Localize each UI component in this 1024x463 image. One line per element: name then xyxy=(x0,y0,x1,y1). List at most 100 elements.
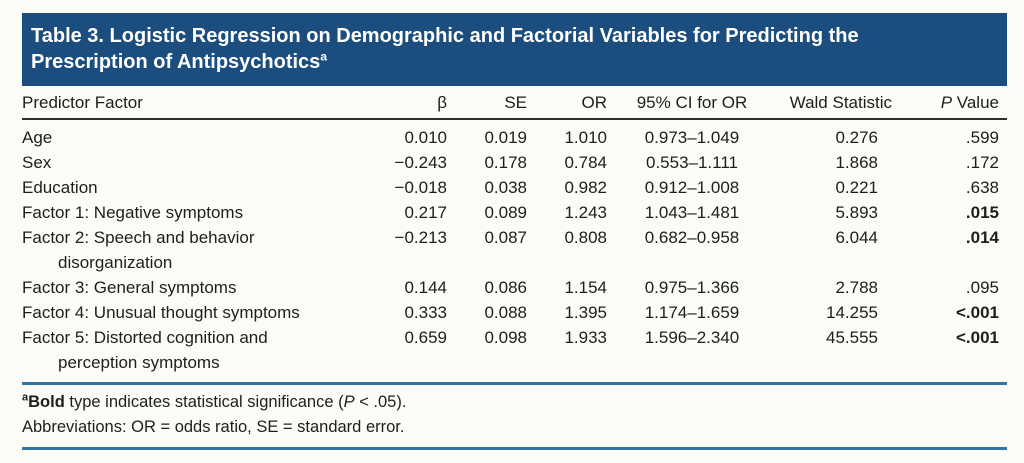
divider-rule-bottom xyxy=(22,447,1007,450)
cell-or: 0.808 xyxy=(564,228,607,247)
cell-wald: 0.276 xyxy=(835,128,878,147)
cell-p-value: .015 xyxy=(965,203,999,222)
col-header-p-value: P Value xyxy=(892,89,1007,120)
cell-beta: 0.217 xyxy=(404,203,447,222)
cell-predictor: Factor 3: General symptoms xyxy=(22,275,387,300)
cell-p-value: .014 xyxy=(965,228,999,247)
cell-predictor: Education xyxy=(22,175,387,200)
predictor-label: Factor 4: Unusual thought symptoms xyxy=(22,303,300,322)
predictor-label: Sex xyxy=(22,153,52,172)
col-header-ci: 95% CI for OR xyxy=(607,89,777,120)
cell-ci: 1.174–1.659 xyxy=(644,303,740,322)
predictor-label: Factor 2: Speech and behavior xyxy=(22,228,255,247)
cell-or: 1.154 xyxy=(564,278,607,297)
footnote-marker: a xyxy=(22,391,29,404)
cell-se: 0.038 xyxy=(484,178,527,197)
cell-predictor: Sex xyxy=(22,150,387,175)
cell-beta: −0.213 xyxy=(394,228,447,247)
table-row: Factor 1: Negative symptoms 0.217 0.089 1.2… xyxy=(22,200,1007,225)
cell-or: 1.395 xyxy=(564,303,607,322)
divider-rule-top xyxy=(22,382,1007,385)
cell-ci: 1.043–1.481 xyxy=(644,203,740,222)
cell-predictor: Factor 2: Speech and behavior disorganiza… xyxy=(22,225,387,275)
cell-p-value: <.001 xyxy=(955,328,999,347)
cell-se: 0.087 xyxy=(484,228,527,247)
table-title-text2: Prescription of Antipsychotics xyxy=(31,51,321,73)
cell-se: 0.019 xyxy=(484,128,527,147)
cell-se: 0.178 xyxy=(484,153,527,172)
cell-p-value: .095 xyxy=(965,278,999,297)
cell-predictor: Factor 1: Negative symptoms xyxy=(22,200,387,225)
cell-beta: −0.018 xyxy=(394,178,447,197)
col-header-or: OR xyxy=(527,89,607,120)
cell-wald: 14.255 xyxy=(826,303,878,322)
cell-p-value: <.001 xyxy=(955,303,999,322)
table-header-row: Predictor Factor β SE OR 95% CI for OR W… xyxy=(22,89,1007,120)
predictor-label-line2: disorganization xyxy=(58,253,173,272)
table-title-bar: Table 3. Logistic Regression on Demograp… xyxy=(22,13,1007,86)
col-header-se: SE xyxy=(447,89,527,120)
table-row: Factor 5: Distorted cognition and percept… xyxy=(22,325,1007,375)
predictor-label-line2: perception symptoms xyxy=(58,353,220,372)
cell-beta: 0.333 xyxy=(404,303,447,322)
cell-wald: 1.868 xyxy=(835,153,878,172)
cell-ci: 0.975–1.366 xyxy=(644,278,740,297)
cell-or: 0.982 xyxy=(564,178,607,197)
cell-p-value: .172 xyxy=(965,153,999,172)
cell-or: 1.243 xyxy=(564,203,607,222)
table-footnotes: aBold type indicates statistical signifi… xyxy=(22,385,1007,444)
cell-wald: 2.788 xyxy=(835,278,878,297)
table-row: Education −0.018 0.038 0.982 0.912–1.008 0.22… xyxy=(22,175,1007,200)
cell-beta: 0.144 xyxy=(404,278,447,297)
predictor-label: Factor 1: Negative symptoms xyxy=(22,203,244,222)
predictor-label: Factor 5: Distorted cognition and xyxy=(22,328,268,347)
predictor-label: Factor 3: General symptoms xyxy=(22,278,237,297)
regression-table: Predictor Factor β SE OR 95% CI for OR W… xyxy=(22,89,1007,375)
footnote-text: type indicates statistical significance … xyxy=(64,393,344,411)
table-body: Age 0.010 0.019 1.010 0.973–1.049 0.276 .599 Se… xyxy=(22,119,1007,375)
cell-predictor: Age xyxy=(22,119,387,150)
p-value-rest: Value xyxy=(952,93,999,112)
col-header-beta: β xyxy=(387,89,447,120)
table-title-footnote-marker: a xyxy=(320,49,327,64)
cell-se: 0.098 xyxy=(484,328,527,347)
cell-wald: 5.893 xyxy=(835,203,878,222)
footnote-p-italic: P xyxy=(343,393,355,411)
cell-predictor: Factor 4: Unusual thought symptoms xyxy=(22,300,387,325)
cell-or: 1.010 xyxy=(564,128,607,147)
cell-beta: 0.010 xyxy=(404,128,447,147)
table-row: Age 0.010 0.019 1.010 0.973–1.049 0.276 .599 xyxy=(22,119,1007,150)
footnote-significance: aBold type indicates statistical signifi… xyxy=(22,390,1007,415)
table-title-line2: Prescription of Antipsychoticsa xyxy=(31,49,995,75)
predictor-label: Age xyxy=(22,128,53,147)
col-header-predictor-factor: Predictor Factor xyxy=(22,89,387,120)
table-row: Factor 4: Unusual thought symptoms 0.333 0… xyxy=(22,300,1007,325)
cell-beta: 0.659 xyxy=(404,328,447,347)
cell-ci: 0.553–1.111 xyxy=(645,153,738,172)
cell-p-value: .638 xyxy=(965,178,999,197)
cell-ci: 1.596–2.340 xyxy=(644,328,740,347)
cell-wald: 45.555 xyxy=(826,328,878,347)
cell-se: 0.088 xyxy=(484,303,527,322)
cell-predictor: Factor 5: Distorted cognition and percept… xyxy=(22,325,387,375)
p-italic: P xyxy=(940,93,953,112)
table-row: Factor 2: Speech and behavior disorganiza… xyxy=(22,225,1007,275)
cell-se: 0.089 xyxy=(484,203,527,222)
cell-p-value: .599 xyxy=(965,128,999,147)
cell-or: 0.784 xyxy=(564,153,607,172)
footnote-text-end: < .05). xyxy=(354,393,407,411)
cell-ci: 0.912–1.008 xyxy=(644,178,740,197)
footnote-bold-word: Bold xyxy=(28,393,65,411)
cell-beta: −0.243 xyxy=(394,153,447,172)
cell-wald: 0.221 xyxy=(835,178,878,197)
footnote-abbreviations: Abbreviations: OR = odds ratio, SE = sta… xyxy=(22,418,405,436)
table-row: Factor 3: General symptoms 0.144 0.086 1.15… xyxy=(22,275,1007,300)
table-row: Sex −0.243 0.178 0.784 0.553–1.111 1.868 .172 xyxy=(22,150,1007,175)
predictor-label: Education xyxy=(22,178,98,197)
col-header-wald: Wald Statistic xyxy=(777,89,892,120)
table-figure: Table 3. Logistic Regression on Demograp… xyxy=(22,13,1007,450)
table-header: Predictor Factor β SE OR 95% CI for OR W… xyxy=(22,89,1007,120)
cell-ci: 0.682–0.958 xyxy=(644,228,740,247)
cell-or: 1.933 xyxy=(564,328,607,347)
cell-ci: 0.973–1.049 xyxy=(644,128,740,147)
